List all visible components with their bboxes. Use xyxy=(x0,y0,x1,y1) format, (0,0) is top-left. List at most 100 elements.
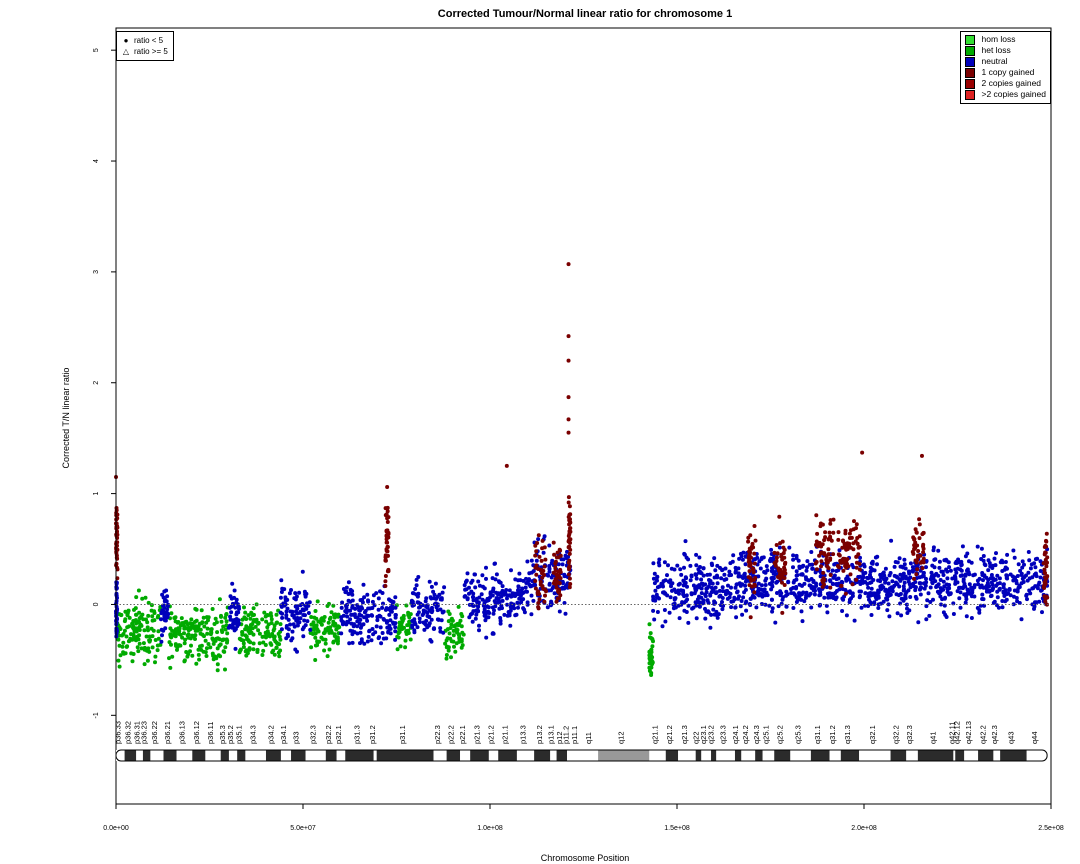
data-point xyxy=(736,571,741,576)
data-point xyxy=(794,595,799,600)
data-point xyxy=(416,575,421,579)
data-point xyxy=(814,513,819,518)
data-point xyxy=(853,539,858,544)
data-point xyxy=(828,585,833,590)
data-point xyxy=(433,581,438,586)
data-point xyxy=(733,570,738,575)
cytoband xyxy=(245,750,266,761)
data-point xyxy=(236,604,241,609)
cytoband-label: p36.11 xyxy=(206,722,215,744)
data-point xyxy=(997,587,1002,592)
shape-legend-entry: △ ratio >= 5 xyxy=(121,46,168,57)
data-point xyxy=(964,614,969,619)
data-point xyxy=(978,585,983,590)
data-point xyxy=(997,576,1002,581)
data-point xyxy=(854,560,859,565)
data-point xyxy=(902,557,907,562)
data-point xyxy=(227,605,232,610)
data-point xyxy=(548,603,553,608)
data-point xyxy=(146,628,150,633)
data-point xyxy=(440,590,445,595)
data-point xyxy=(490,631,495,636)
data-point xyxy=(839,583,844,588)
data-point xyxy=(691,583,696,588)
data-point xyxy=(297,610,302,615)
data-point xyxy=(200,620,205,625)
data-point xyxy=(894,580,898,585)
data-point xyxy=(515,600,520,605)
data-point xyxy=(175,647,179,652)
data-point xyxy=(304,606,309,611)
cytoband-label: p36.23 xyxy=(140,721,149,744)
data-point xyxy=(241,645,246,649)
data-point xyxy=(247,639,251,644)
data-point xyxy=(1038,569,1043,573)
data-point xyxy=(355,631,360,636)
data-point xyxy=(358,630,363,635)
data-point xyxy=(752,561,757,566)
cytoband xyxy=(649,750,666,761)
data-point xyxy=(500,598,505,603)
data-point xyxy=(346,580,351,585)
data-point xyxy=(826,566,831,571)
legend-swatch xyxy=(965,56,976,67)
data-point xyxy=(269,617,274,622)
data-point xyxy=(722,572,727,577)
data-point xyxy=(366,599,371,604)
data-point xyxy=(492,608,496,613)
data-point xyxy=(543,593,547,598)
data-point xyxy=(828,556,833,561)
data-point xyxy=(467,585,471,590)
data-point xyxy=(256,620,261,625)
data-point xyxy=(152,618,157,623)
data-point xyxy=(177,643,182,648)
data-point xyxy=(736,596,741,601)
data-point xyxy=(149,626,154,631)
data-point xyxy=(689,591,694,596)
data-point xyxy=(735,590,739,595)
data-point xyxy=(213,638,218,643)
data-point xyxy=(502,612,507,617)
data-point xyxy=(964,597,969,602)
data-point xyxy=(749,555,753,560)
data-point xyxy=(840,609,845,613)
data-point xyxy=(709,612,714,617)
y-tick-label: 4 xyxy=(93,159,100,163)
data-point xyxy=(799,609,804,614)
data-point xyxy=(963,554,968,559)
data-point xyxy=(912,576,916,581)
data-point xyxy=(758,566,763,571)
data-point xyxy=(498,621,503,626)
data-point xyxy=(817,553,822,558)
data-point xyxy=(913,527,918,532)
cytoband-label: q44 xyxy=(1030,731,1039,744)
data-point xyxy=(670,581,675,586)
data-point xyxy=(308,627,313,632)
data-point xyxy=(652,617,657,622)
data-point xyxy=(365,639,370,644)
data-point xyxy=(473,616,478,621)
data-point xyxy=(740,557,745,562)
data-point xyxy=(540,575,545,580)
data-point xyxy=(918,592,923,597)
data-point xyxy=(854,565,859,570)
data-point xyxy=(261,648,266,653)
cytoband-label: p11.2 xyxy=(562,726,571,744)
data-point xyxy=(328,628,333,633)
data-point xyxy=(536,537,541,542)
data-point xyxy=(898,592,903,596)
data-point xyxy=(962,581,967,586)
data-point xyxy=(429,596,434,601)
data-point xyxy=(558,567,563,572)
data-point xyxy=(410,619,415,623)
data-point xyxy=(447,631,452,636)
data-point xyxy=(684,593,689,598)
data-point xyxy=(931,548,936,553)
data-point xyxy=(549,575,554,580)
data-point xyxy=(276,650,281,655)
cytoband-label: q31.2 xyxy=(828,725,837,744)
data-point xyxy=(386,630,391,635)
data-point xyxy=(967,582,972,587)
data-point xyxy=(213,616,218,621)
data-point xyxy=(708,593,713,598)
